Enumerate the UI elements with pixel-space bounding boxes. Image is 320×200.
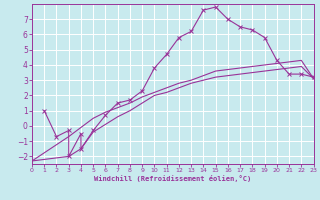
X-axis label: Windchill (Refroidissement éolien,°C): Windchill (Refroidissement éolien,°C) — [94, 175, 252, 182]
